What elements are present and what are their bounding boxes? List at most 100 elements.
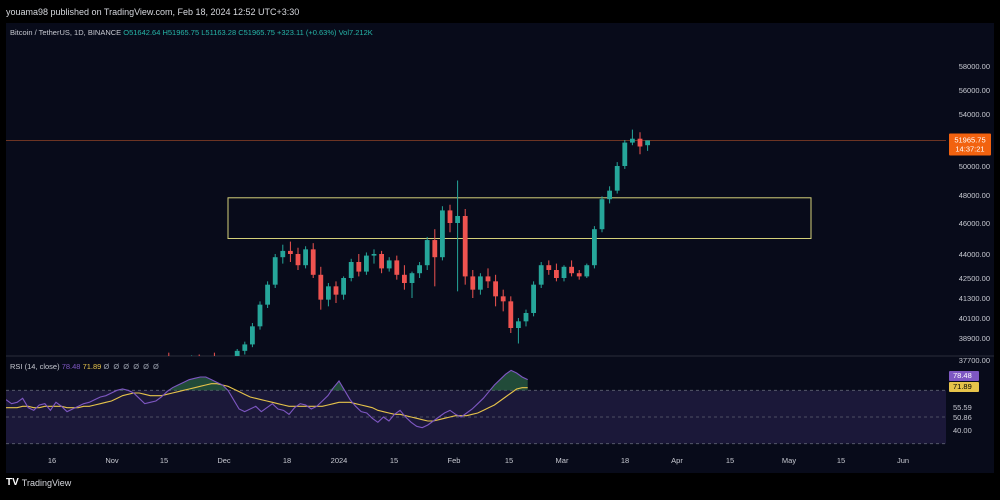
- candle-body[interactable]: [417, 265, 422, 274]
- rsi-axis-label: 55.59: [953, 403, 972, 412]
- candle-body[interactable]: [364, 255, 369, 272]
- candle-body[interactable]: [614, 166, 620, 191]
- time-axis-label: Jun: [897, 456, 909, 465]
- candle-body[interactable]: [189, 358, 194, 360]
- candle-body[interactable]: [500, 296, 506, 302]
- candle-body[interactable]: [402, 274, 407, 283]
- candle-body[interactable]: [538, 265, 544, 285]
- candle-body[interactable]: [242, 344, 248, 351]
- candle-body[interactable]: [265, 284, 270, 305]
- candle-body[interactable]: [516, 321, 521, 328]
- time-axis-label: 15: [837, 456, 845, 465]
- price-axis-label: 48000.00: [959, 191, 990, 200]
- candle-body[interactable]: [592, 229, 597, 266]
- rsi-axis-label: 40.00: [953, 426, 972, 435]
- resistance-zone-box[interactable]: [227, 197, 812, 240]
- candle-body[interactable]: [204, 357, 209, 365]
- rsi-level-tag: [949, 371, 979, 381]
- candle-body[interactable]: [341, 278, 346, 295]
- candle-body[interactable]: [212, 357, 217, 360]
- candle-body[interactable]: [622, 142, 628, 166]
- countdown-label: 14:37:21: [955, 144, 984, 153]
- time-axis-label: May: [782, 456, 796, 465]
- candle-body[interactable]: [569, 266, 574, 274]
- time-axis-label: 15: [390, 456, 398, 465]
- candle-body[interactable]: [174, 361, 179, 365]
- candle-body[interactable]: [197, 358, 202, 365]
- candle-body[interactable]: [462, 216, 468, 277]
- candle-body[interactable]: [432, 240, 438, 258]
- candle-body[interactable]: [630, 138, 635, 143]
- footer-branding[interactable]: TV TradingView: [6, 477, 71, 488]
- candle-body[interactable]: [531, 284, 536, 313]
- candle-body[interactable]: [227, 358, 232, 364]
- candle-body[interactable]: [371, 254, 377, 256]
- candle-body[interactable]: [409, 273, 415, 283]
- candle-body[interactable]: [379, 254, 384, 269]
- candle-body[interactable]: [523, 313, 529, 322]
- candle-body[interactable]: [455, 216, 460, 223]
- time-axis-label: Mar: [556, 456, 569, 465]
- candle-body[interactable]: [584, 265, 590, 277]
- candle-body[interactable]: [493, 281, 498, 297]
- candle-body[interactable]: [607, 190, 612, 200]
- candle-body[interactable]: [182, 360, 187, 365]
- candle-body[interactable]: [424, 240, 430, 266]
- candle-body[interactable]: [645, 140, 650, 146]
- time-axis-label: Feb: [448, 456, 461, 465]
- candle-body[interactable]: [637, 138, 643, 147]
- candle-body[interactable]: [257, 304, 263, 327]
- rsi-overbought-fill: [6, 370, 528, 391]
- candle-body[interactable]: [478, 276, 483, 290]
- time-axis-label: 18: [621, 456, 629, 465]
- rsi-axis-label: 50.86: [953, 413, 972, 422]
- rsi-line[interactable]: [5, 369, 528, 429]
- candle-body[interactable]: [508, 301, 514, 328]
- time-axis-label: Nov: [105, 456, 119, 465]
- candle-body[interactable]: [295, 254, 301, 266]
- price-axis-label: 37700.00: [959, 356, 990, 365]
- candle-body[interactable]: [561, 266, 567, 278]
- candle-body[interactable]: [234, 350, 240, 358]
- candle-body[interactable]: [599, 199, 605, 230]
- candle-body[interactable]: [485, 276, 491, 282]
- candles-group: [166, 129, 650, 365]
- price-axis-label: 40100.00: [959, 314, 990, 323]
- candle-body[interactable]: [386, 260, 392, 269]
- time-axis-label: 15: [726, 456, 734, 465]
- rsi-legend: RSI (14, close) 78.48 71.89 Ø Ø Ø Ø Ø Ø: [10, 362, 160, 371]
- candle-body[interactable]: [440, 210, 445, 258]
- price-axis-label: 56000.00: [959, 86, 990, 95]
- chart-legend: Bitcoin / TetherUS, 1D, BINANCE O51642.6…: [10, 28, 373, 37]
- price-axis-label: 50000.00: [959, 162, 990, 171]
- candle-body[interactable]: [303, 249, 308, 266]
- candle-body[interactable]: [554, 270, 559, 278]
- legend-ohlc: O51642.64 H51965.75 L51163.28 C51965.75 …: [123, 28, 373, 37]
- candle-body[interactable]: [333, 286, 339, 295]
- candle-body[interactable]: [546, 265, 552, 270]
- candle-body[interactable]: [348, 262, 354, 278]
- candle-body[interactable]: [288, 250, 293, 254]
- candle-body[interactable]: [394, 260, 400, 275]
- chart-area[interactable]: 58000.00 56000.00 54000.00 50000.00 48000.00…: [5, 23, 994, 473]
- candle-body[interactable]: [166, 358, 171, 361]
- candle-body[interactable]: [280, 250, 286, 258]
- rsi-axis-label: 78.48: [953, 371, 972, 380]
- candle-body[interactable]: [310, 249, 316, 275]
- candle-body[interactable]: [470, 276, 476, 290]
- candle-body[interactable]: [326, 286, 331, 300]
- candle-body[interactable]: [356, 262, 362, 272]
- time-axis-label: 2024: [331, 456, 348, 465]
- candle-body[interactable]: [250, 326, 255, 345]
- candle-body[interactable]: [576, 273, 582, 277]
- footer-brand-text: TradingView: [21, 477, 72, 488]
- candle-body[interactable]: [220, 360, 225, 365]
- candle-body[interactable]: [272, 257, 278, 285]
- candle-body[interactable]: [447, 210, 453, 223]
- candle-body[interactable]: [318, 274, 324, 300]
- last-price-tag: [949, 133, 991, 156]
- rsi-ma-line[interactable]: [6, 383, 528, 422]
- tradingview-logo-icon: TV: [6, 477, 19, 488]
- chart-svg[interactable]: 58000.00 56000.00 54000.00 50000.00 48000.00…: [5, 23, 994, 473]
